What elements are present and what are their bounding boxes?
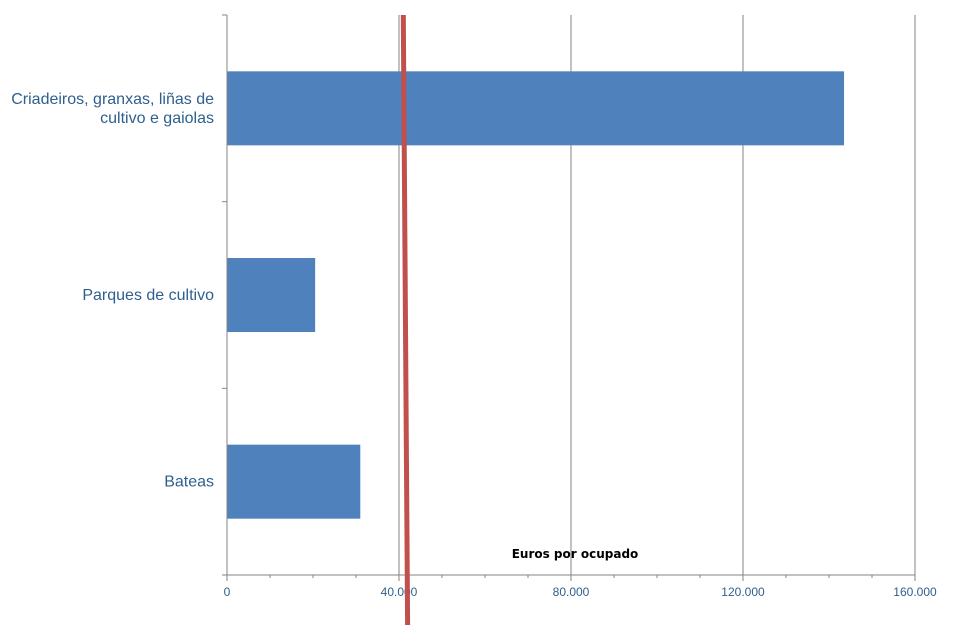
bars [227,71,845,519]
category-label: Criadeiros, granxas, liñas de cultivo e g… [11,91,214,127]
reference-line-group [400,14,411,626]
x-axis-title: Euros por ocupado [512,547,639,561]
category-label: Parques de cultivo [82,287,214,304]
x-tick-label: 80.000 [553,585,590,599]
x-tick-label: 0 [224,585,231,599]
category-labels: Criadeiros, granxas, liñas de cultivo e g… [11,91,214,491]
reference-line [400,14,411,626]
x-tick-label: 120.000 [721,585,765,599]
axes [222,14,916,581]
x-tick-label: 40.000 [381,585,418,599]
bar [227,258,316,332]
x-tick-label: 160.000 [893,585,937,599]
category-label: Bateas [164,474,214,491]
bar [227,444,361,519]
bar [227,71,845,146]
tick-labels: 0 40.000 80.000 120.000 160.000 [224,585,937,599]
